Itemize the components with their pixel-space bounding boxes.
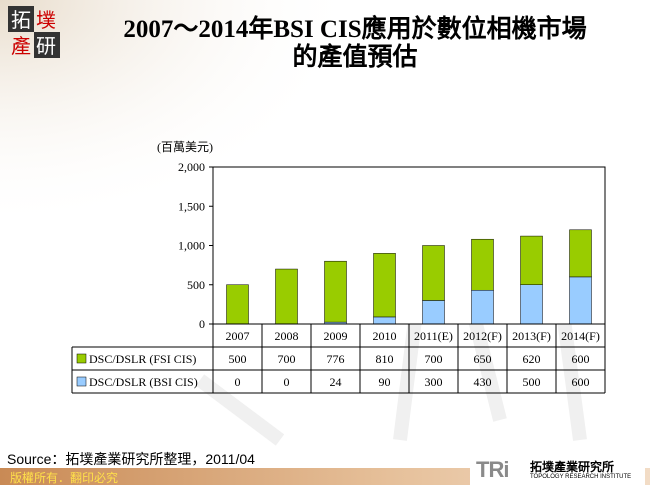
data-table-value: 810	[376, 352, 394, 366]
legend-label: DSC/DSLR (FSI CIS)	[89, 352, 196, 366]
svg-text:拓: 拓	[11, 9, 31, 32]
data-table-value: 0	[284, 375, 290, 389]
bar-segment	[373, 253, 396, 318]
data-table-value: 600	[572, 352, 590, 366]
page-title: 2007～2014年BSI CIS應用於數位相機市場 的產值預估	[60, 16, 650, 72]
tri-logo: TRi	[476, 457, 509, 482]
data-table-value: 600	[572, 375, 590, 389]
y-tick-label: 2,000	[178, 160, 205, 174]
x-category-label: 2008	[275, 329, 299, 343]
brand-english: TOPOLOGY RESEARCH INSTITUTE	[530, 474, 632, 480]
bar-segment	[569, 229, 592, 278]
bar-segment	[471, 289, 494, 325]
bar-segment	[520, 284, 543, 325]
y-tick-label: 1,000	[178, 239, 205, 253]
bar-segment	[324, 260, 347, 323]
y-tick-label: 0	[199, 317, 205, 331]
x-category-label: 2012(F)	[463, 329, 502, 343]
title-line-2: 的產值預估	[292, 44, 418, 71]
bar-segment	[422, 300, 445, 325]
x-category-label: 2007	[226, 329, 250, 343]
data-table-value: 650	[474, 352, 492, 366]
copyright-text: 版權所有．翻印必究	[10, 471, 119, 485]
svg-text:墣: 墣	[36, 9, 56, 32]
logo: 拓墣 產研	[8, 6, 60, 58]
bar-segment	[226, 284, 249, 325]
bar-segment	[275, 268, 298, 325]
data-table-value: 776	[327, 352, 345, 366]
legend-swatch	[76, 353, 87, 364]
legend-swatch	[76, 376, 87, 387]
bar-segment	[471, 238, 494, 291]
bar-segment	[373, 316, 396, 325]
source-note: Source：拓墣產業研究所整理，2011/04	[7, 451, 255, 467]
x-category-label: 2014(F)	[561, 329, 600, 343]
bar-segment	[520, 235, 543, 285]
svg-text:研: 研	[36, 36, 56, 58]
tri-brand: TRi 拓墣產業研究所 TOPOLOGY RESEARCH INSTITUTE	[470, 455, 645, 485]
stacked-bar-chart: 0 500 1,000 1,500 2,000 2007 2008 2009 2010 2011(…	[71, 160, 606, 394]
title-line-1: 2007～2014年BSI CIS應用於數位相機市場	[123, 16, 587, 43]
data-table-value: 430	[474, 375, 492, 389]
plot-area	[212, 166, 606, 325]
x-category-label: 2009	[324, 329, 348, 343]
svg-text:產: 產	[11, 35, 31, 58]
y-tick-label: 500	[187, 278, 205, 292]
data-table-value: 700	[278, 352, 296, 366]
y-axis-unit: (百萬美元)	[157, 140, 213, 154]
x-category-label: 2011(E)	[414, 329, 453, 343]
data-table-value: 500	[523, 375, 541, 389]
data-table-value: 620	[523, 352, 541, 366]
legend-label: DSC/DSLR (BSI CIS)	[89, 375, 198, 389]
y-tick-label: 1,500	[178, 199, 205, 213]
x-category-label: 2013(F)	[512, 329, 551, 343]
x-category-label: 2010	[373, 329, 397, 343]
data-table-value: 500	[229, 352, 247, 366]
bar-segment	[422, 245, 445, 301]
brand-chinese: 拓墣產業研究所	[530, 460, 615, 474]
data-table-value: 0	[235, 375, 241, 389]
data-table-value: 90	[379, 375, 391, 389]
data-table-value: 300	[425, 375, 443, 389]
data-table-value: 700	[425, 352, 443, 366]
bar-segment	[569, 276, 592, 325]
data-table-value: 24	[330, 375, 342, 389]
